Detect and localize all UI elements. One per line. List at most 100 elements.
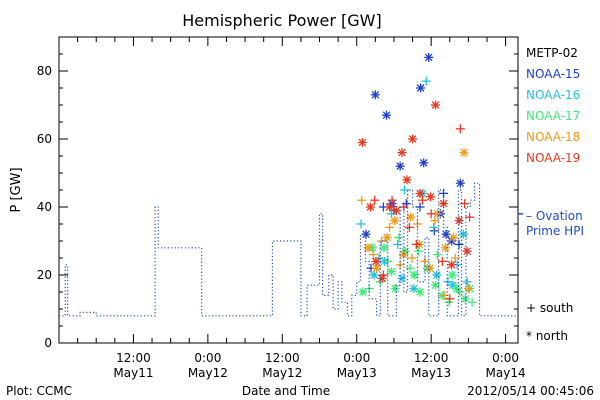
south-point — [386, 209, 396, 219]
south-point — [432, 250, 442, 260]
south-point — [405, 263, 415, 273]
north-point — [357, 137, 367, 147]
north-point — [408, 134, 418, 144]
legend-entry: NOAA-16 — [526, 88, 580, 102]
south-point — [467, 297, 477, 307]
north-point — [406, 212, 416, 222]
north-point — [390, 284, 400, 294]
north-point — [385, 202, 395, 212]
x-tick-date-label: May13 — [411, 366, 451, 380]
north-point — [369, 270, 379, 280]
north-point — [415, 287, 425, 297]
south-point — [356, 219, 366, 229]
x-tick-date-label: May13 — [337, 366, 377, 380]
chart-title: Hemispheric Power [GW] — [182, 11, 381, 30]
legend-entry: NOAA-15 — [526, 67, 580, 81]
x-tick-date-label: May12 — [188, 366, 228, 380]
south-point — [455, 287, 465, 297]
y-axis: 0 20 40 60 80 — [37, 53, 518, 350]
y-tick-label: 20 — [37, 268, 52, 282]
south-point — [455, 124, 465, 134]
north-point — [431, 280, 441, 290]
x-tick-time-label: 0:00 — [194, 351, 221, 365]
south-point — [357, 195, 367, 205]
y-tick-label: 60 — [37, 132, 52, 146]
x-tick-time-label: 12:00 — [414, 351, 449, 365]
legend-entry: NOAA-17 — [526, 109, 580, 123]
south-point — [450, 253, 460, 263]
north-point — [432, 209, 442, 219]
north-point — [365, 202, 375, 212]
x-tick-date-label: May12 — [262, 366, 302, 380]
south-point — [421, 76, 431, 86]
north-point — [363, 243, 373, 253]
series-legend: METP-02 NOAA-15 NOAA-16 NOAA-17 NOAA-18 NOAA-… — [526, 46, 580, 165]
south-point — [417, 195, 427, 205]
north-point — [386, 267, 396, 277]
south-point — [426, 209, 436, 219]
hpi-step-series — [59, 182, 517, 317]
x-tick-time-label: 0:00 — [343, 351, 370, 365]
north-point — [382, 110, 392, 120]
legend-entry: NOAA-19 — [526, 151, 580, 165]
north-point — [462, 246, 472, 256]
north-point — [402, 175, 412, 185]
x-tick-date-label: May11 — [113, 366, 153, 380]
south-point — [443, 277, 453, 287]
north-point — [409, 270, 419, 280]
north-point — [379, 243, 389, 253]
north-point — [441, 229, 451, 239]
y-axis-label: P [GW] — [9, 167, 24, 212]
south-point — [430, 216, 440, 226]
south-point — [465, 212, 475, 222]
south-point — [462, 277, 472, 287]
north-point — [419, 158, 429, 168]
footer-timestamp: 2012/05/14 00:45:06 — [467, 384, 594, 398]
south-point — [370, 195, 380, 205]
north-point — [391, 205, 401, 215]
south-point — [437, 256, 447, 266]
north-point — [358, 287, 368, 297]
south-point — [454, 239, 464, 249]
north-point — [447, 270, 457, 280]
legend-entry: NOAA-18 — [526, 130, 580, 144]
north-point — [455, 178, 465, 188]
north-point — [416, 83, 426, 93]
series-noaa-15 — [361, 52, 465, 273]
legend-entry: METP-02 — [526, 46, 578, 60]
north-point — [370, 90, 380, 100]
north-point — [424, 52, 434, 62]
north-point — [432, 270, 442, 280]
x-tick-time-label: 0:00 — [492, 351, 519, 365]
south-point — [407, 253, 417, 263]
south-point — [394, 233, 404, 243]
ovation-label: – Ovation Prime HPI — [526, 209, 584, 238]
north-point — [382, 233, 392, 243]
north-point — [458, 229, 468, 239]
y-tick-label: 80 — [37, 64, 52, 78]
x-axis: 12:00May110:00May1212:00May120:00May1312… — [77, 37, 526, 380]
hpi-step-line — [59, 182, 517, 317]
north-point — [426, 192, 436, 202]
y-tick-label: 40 — [37, 200, 52, 214]
south-point — [399, 185, 409, 195]
north-point — [397, 148, 407, 158]
south-point — [377, 236, 387, 246]
south-point — [387, 195, 397, 205]
south-point — [385, 222, 395, 232]
ovation-label-line1: – Ovation — [526, 209, 583, 223]
north-point — [447, 260, 457, 270]
south-point — [393, 239, 403, 249]
north-point — [454, 216, 464, 226]
north-point — [425, 263, 435, 273]
south-point — [420, 256, 430, 266]
marker-legend-north: * north — [526, 329, 568, 343]
ovation-label-line2: Prime HPI — [526, 224, 584, 238]
north-point — [459, 148, 469, 158]
x-tick-date-label: May14 — [486, 366, 526, 380]
series-noaa-16 — [356, 76, 472, 294]
north-point — [415, 188, 425, 198]
x-tick-time-label: 12:00 — [116, 351, 151, 365]
south-point — [378, 270, 388, 280]
